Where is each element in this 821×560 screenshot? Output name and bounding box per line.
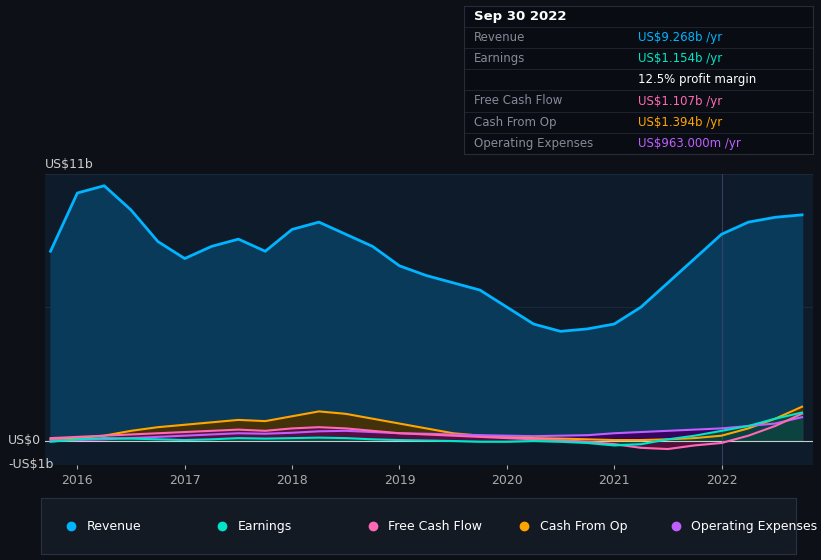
Text: US$1.394b /yr: US$1.394b /yr [639,116,722,129]
Text: Operating Expenses: Operating Expenses [475,137,594,150]
Text: US$11b: US$11b [45,158,94,171]
Text: US$1.107b /yr: US$1.107b /yr [639,95,722,108]
Text: US$0: US$0 [8,434,41,447]
Text: Sep 30 2022: Sep 30 2022 [475,10,566,23]
Text: Revenue: Revenue [475,31,525,44]
Text: -US$1b: -US$1b [8,458,53,472]
Text: US$9.268b /yr: US$9.268b /yr [639,31,722,44]
Text: Operating Expenses: Operating Expenses [690,520,817,533]
Text: US$963.000m /yr: US$963.000m /yr [639,137,741,150]
Text: Cash From Op: Cash From Op [539,520,627,533]
Text: Earnings: Earnings [237,520,291,533]
Text: Free Cash Flow: Free Cash Flow [475,95,562,108]
Text: Revenue: Revenue [86,520,141,533]
Text: Cash From Op: Cash From Op [475,116,557,129]
Text: 12.5% profit margin: 12.5% profit margin [639,73,757,86]
Text: Free Cash Flow: Free Cash Flow [388,520,483,533]
Text: US$1.154b /yr: US$1.154b /yr [639,52,722,65]
Text: Earnings: Earnings [475,52,525,65]
